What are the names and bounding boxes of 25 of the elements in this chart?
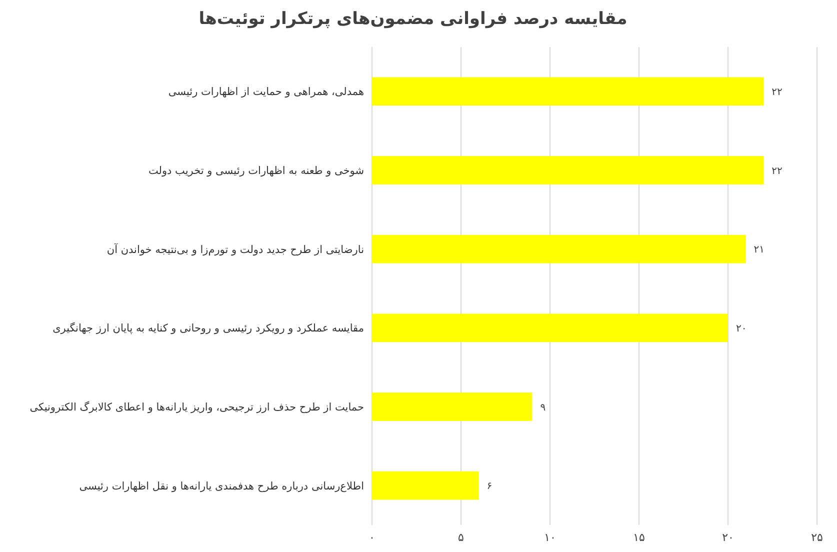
y-tick-label: نارضایتی از طرح جدید دولت و تورم‌زا و بی‌نتیجه خواندن آن bbox=[106, 242, 364, 256]
data-label: ۲۲ bbox=[772, 86, 782, 98]
y-tick-label: شوخی و طعنه به اظهارات رئیسی و تخریب دولت bbox=[148, 164, 364, 177]
x-tick-label: ۲۵ bbox=[811, 531, 823, 544]
y-tick-label: مقایسه عملکرد و رویکرد رئیسی و روحانی و کنایه به پایان ارز جهانگیری bbox=[52, 322, 364, 335]
bar bbox=[372, 392, 532, 421]
x-tick-label: ۱۰ bbox=[544, 531, 556, 544]
data-label: ۲۰ bbox=[736, 323, 747, 334]
bar bbox=[372, 234, 746, 264]
data-label: ۲۲ bbox=[772, 166, 782, 177]
y-tick-label: اطلاع‌رسانی درباره طرح هدفمندی یارانه‌ها و نقل اظهارات رئیسی bbox=[79, 480, 364, 492]
y-tick-label: همدلی، همراهی و حمایت از اظهارات رئیسی bbox=[168, 86, 364, 98]
x-tick-label: ۵ bbox=[458, 531, 464, 544]
data-label: ۲۱ bbox=[754, 244, 765, 256]
bar bbox=[372, 77, 764, 106]
bar bbox=[372, 314, 728, 342]
chart-title: مقایسه درصد فراوانی مضمون‌های پرتکرار توئیت‌ها bbox=[198, 9, 628, 29]
x-tick-label: ۲۰ bbox=[722, 531, 734, 544]
x-tick-label: ۱۵ bbox=[633, 531, 645, 544]
y-tick-label: حمایت از طرح حذف ارز ترجیحی، واریز یارانه‌ها و اعطای کالابرگ الکترونیکی bbox=[30, 400, 364, 414]
bar bbox=[372, 471, 479, 500]
data-label: ۶ bbox=[486, 481, 492, 492]
data-label: ۹ bbox=[540, 402, 546, 414]
bar bbox=[372, 156, 764, 184]
x-tick-label: ۰ bbox=[369, 531, 375, 544]
